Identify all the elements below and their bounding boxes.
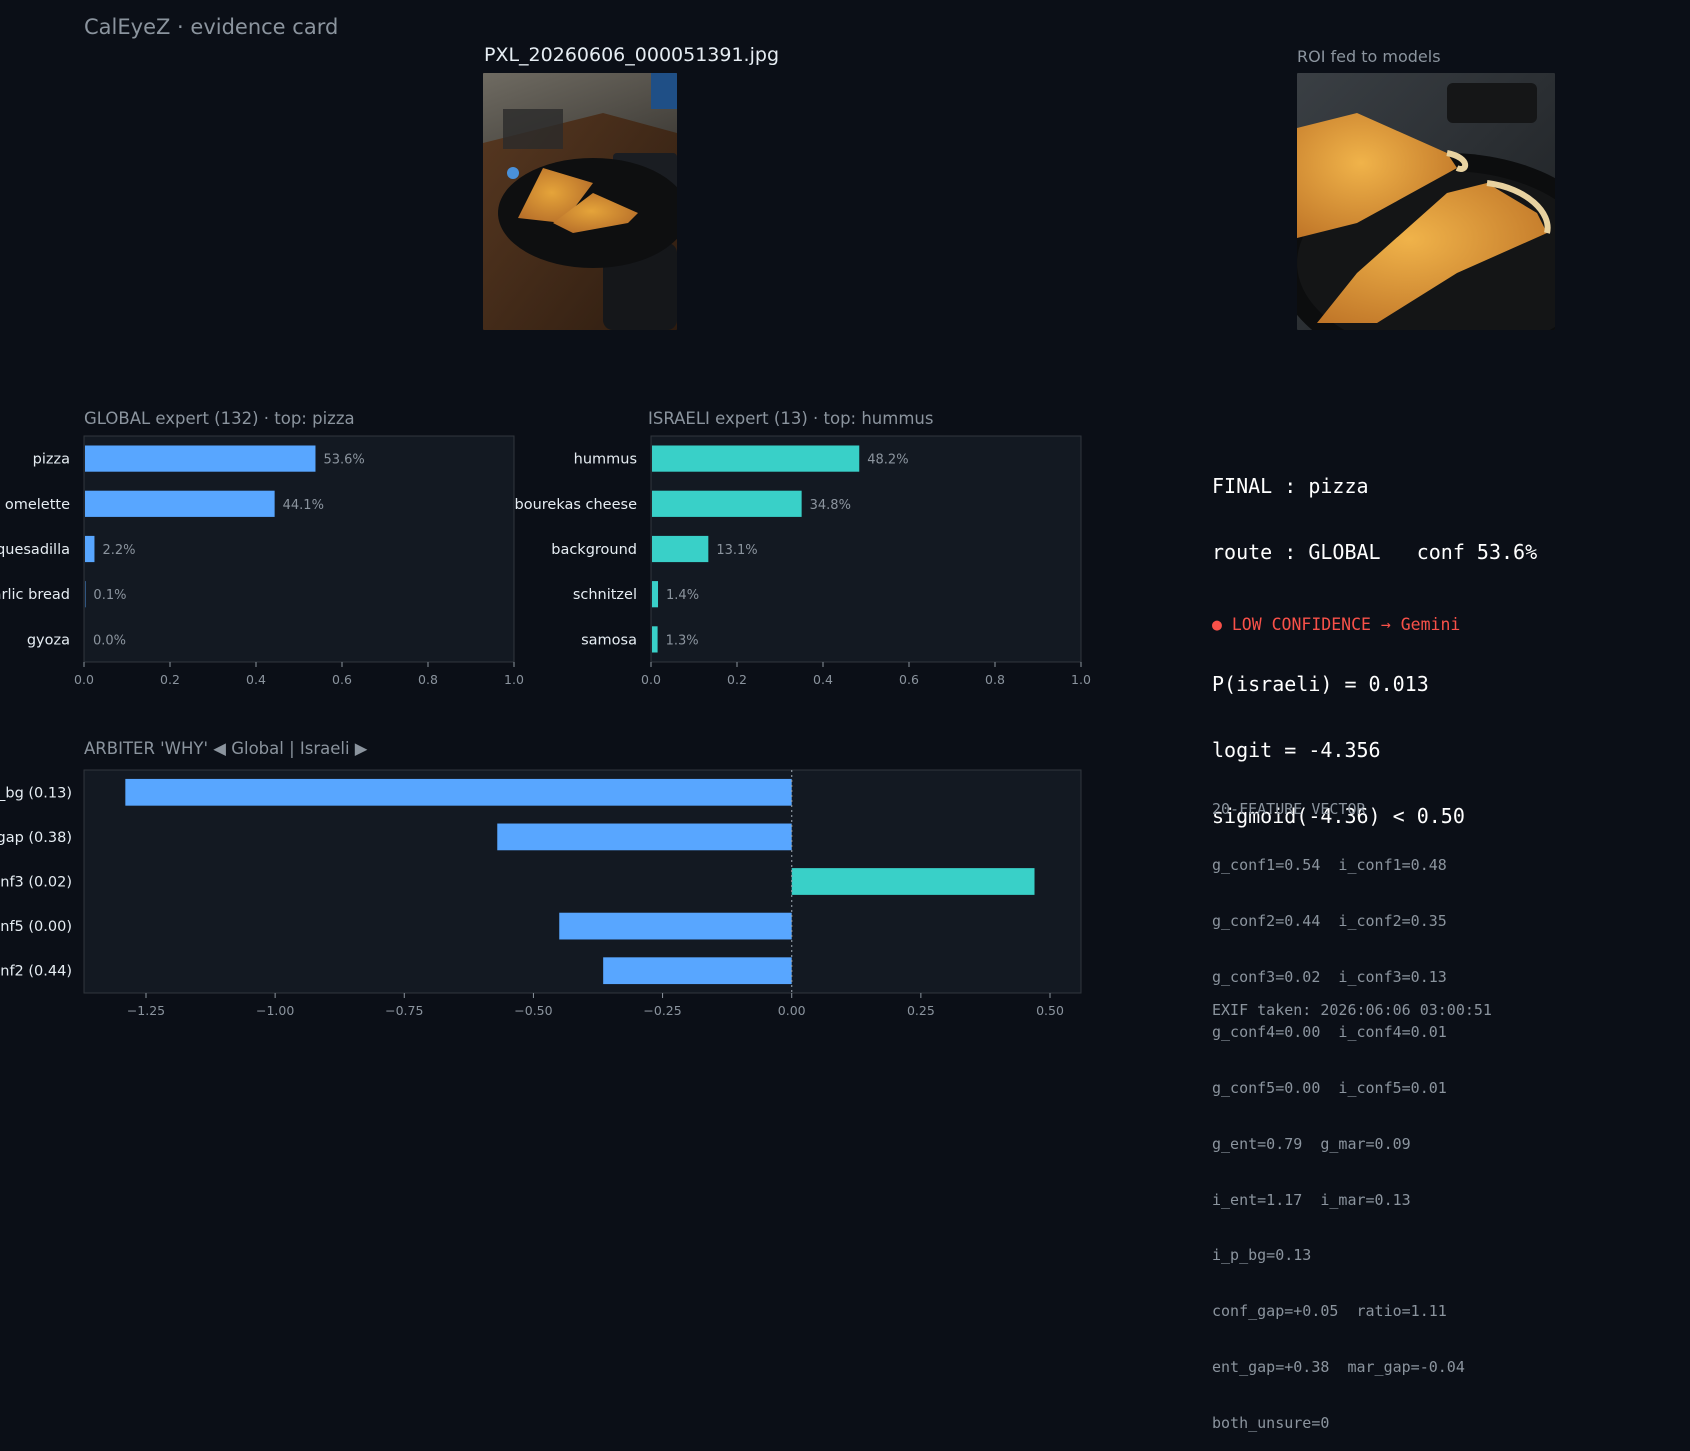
feature-line: g_conf5=0.00 i_conf5=0.01 [1212, 1079, 1465, 1098]
category-label: omelette [5, 497, 70, 513]
bar [125, 779, 791, 806]
tick-label: −1.00 [256, 1003, 294, 1018]
category-label: g_conf3 (0.02) [0, 875, 72, 891]
bar [85, 491, 275, 517]
feature-line: g_conf3=0.02 i_conf3=0.13 [1212, 968, 1465, 987]
category-label: background [551, 542, 637, 558]
category-label: g_conf5 (0.00) [0, 919, 72, 935]
tick-label: 0.50 [1036, 1003, 1064, 1018]
tick-label: −1.25 [127, 1003, 165, 1018]
tick-label: 0.25 [907, 1003, 935, 1018]
feature-line: g_conf1=0.54 i_conf1=0.48 [1212, 856, 1465, 875]
global-expert-chart: pizza 53.6% omelette 44.1% quesadilla 2.2% gar… [0, 430, 530, 692]
category-label: quesadilla [0, 542, 70, 558]
logit-line: logit = -4.356 [1212, 739, 1537, 761]
value-label: 1.4% [666, 588, 699, 603]
category-label: ent_gap (0.38) [0, 830, 72, 846]
tick-label: 0.2 [160, 672, 180, 687]
bar [652, 536, 708, 562]
tick-label: 0.4 [246, 672, 266, 687]
value-label: 44.1% [283, 498, 324, 513]
bar [85, 536, 94, 562]
category-label: samosa [581, 632, 637, 648]
tick-label: 0.0 [641, 672, 661, 687]
final-line: FINAL : pizza [1212, 475, 1537, 497]
bar [85, 445, 315, 471]
feature-line: g_conf2=0.44 i_conf2=0.35 [1212, 912, 1465, 931]
feature-line: g_conf4=0.00 i_conf4=0.01 [1212, 1023, 1465, 1042]
value-label: 2.2% [102, 543, 135, 558]
israeli-expert-chart: hummus 48.2% bourekas cheese 34.8% backgroun… [500, 430, 1100, 692]
global-panel-title: GLOBAL expert (132) · top: pizza [84, 409, 355, 428]
bar [603, 957, 792, 984]
category-label: schnitzel [573, 587, 637, 603]
feature-line: conf_gap=+0.05 ratio=1.11 [1212, 1302, 1465, 1321]
arbiter-panel-title: ARBITER 'WHY' ◀ Global | Israeli ▶ [84, 739, 368, 758]
bar [652, 626, 658, 652]
tick-label: −0.75 [385, 1003, 423, 1018]
roi-photo [1297, 73, 1555, 330]
image-filename: PXL_20260606_000051391.jpg [484, 44, 779, 66]
feature-line: i_p_bg=0.13 [1212, 1246, 1465, 1265]
roi-title: ROI fed to models [1297, 47, 1441, 66]
app-title: CalEyeZ · evidence card [84, 15, 338, 39]
bar [497, 824, 791, 851]
arbiter-why-chart: i_p_bg (0.13) ent_gap (0.38) g_conf3 (0.02… [0, 760, 1100, 1020]
feature-vector-title: 20-FEATURE VECTOR [1212, 800, 1465, 819]
tick-label: 0.2 [727, 672, 747, 687]
p-israeli-line: P(israeli) = 0.013 [1212, 673, 1537, 695]
bar [792, 868, 1035, 895]
tick-label: 0.00 [778, 1003, 806, 1018]
tick-label: 1.0 [1071, 672, 1091, 687]
israeli-panel-title: ISRAELI expert (13) · top: hummus [648, 409, 933, 428]
value-label: 0.0% [93, 633, 126, 648]
low-confidence-badge: ● LOW CONFIDENCE → Gemini [1212, 615, 1460, 634]
category-label: i_p_bg (0.13) [0, 785, 72, 801]
category-label: gyoza [27, 632, 70, 648]
tick-label: −0.50 [514, 1003, 552, 1018]
category-label: pizza [33, 452, 70, 468]
bar [652, 491, 802, 517]
route-line: route : GLOBAL conf 53.6% [1212, 541, 1537, 563]
bar [652, 581, 658, 607]
source-photo [483, 73, 677, 330]
feature-vector: 20-FEATURE VECTOR g_conf1=0.54 i_conf1=0… [1212, 763, 1465, 1451]
feature-line: ent_gap=+0.38 mar_gap=-0.04 [1212, 1358, 1465, 1377]
value-label: 1.3% [666, 633, 699, 648]
value-label: 13.1% [716, 543, 757, 558]
category-label: bourekas cheese [515, 497, 638, 513]
category-label: i_conf2 (0.44) [0, 964, 72, 980]
feature-line: both_unsure=0 [1212, 1414, 1465, 1433]
category-label: hummus [574, 452, 637, 468]
bar [559, 913, 791, 940]
tick-label: 0.6 [332, 672, 352, 687]
value-label: 34.8% [810, 498, 851, 513]
exif-timestamp: EXIF taken: 2026:06:06 03:00:51 [1212, 1001, 1492, 1019]
category-label: garlic bread [0, 587, 70, 603]
feature-line: i_ent=1.17 i_mar=0.13 [1212, 1191, 1465, 1210]
tick-label: 0.6 [899, 672, 919, 687]
value-label: 0.1% [93, 588, 126, 603]
bar [652, 445, 859, 471]
tick-label: 0.4 [813, 672, 833, 687]
tick-label: 0.8 [418, 672, 438, 687]
value-label: 53.6% [323, 453, 364, 468]
tick-label: 0.8 [985, 672, 1005, 687]
feature-line: g_ent=0.79 g_mar=0.09 [1212, 1135, 1465, 1154]
value-label: 48.2% [867, 453, 908, 468]
tick-label: 0.0 [74, 672, 94, 687]
tick-label: −0.25 [643, 1003, 681, 1018]
